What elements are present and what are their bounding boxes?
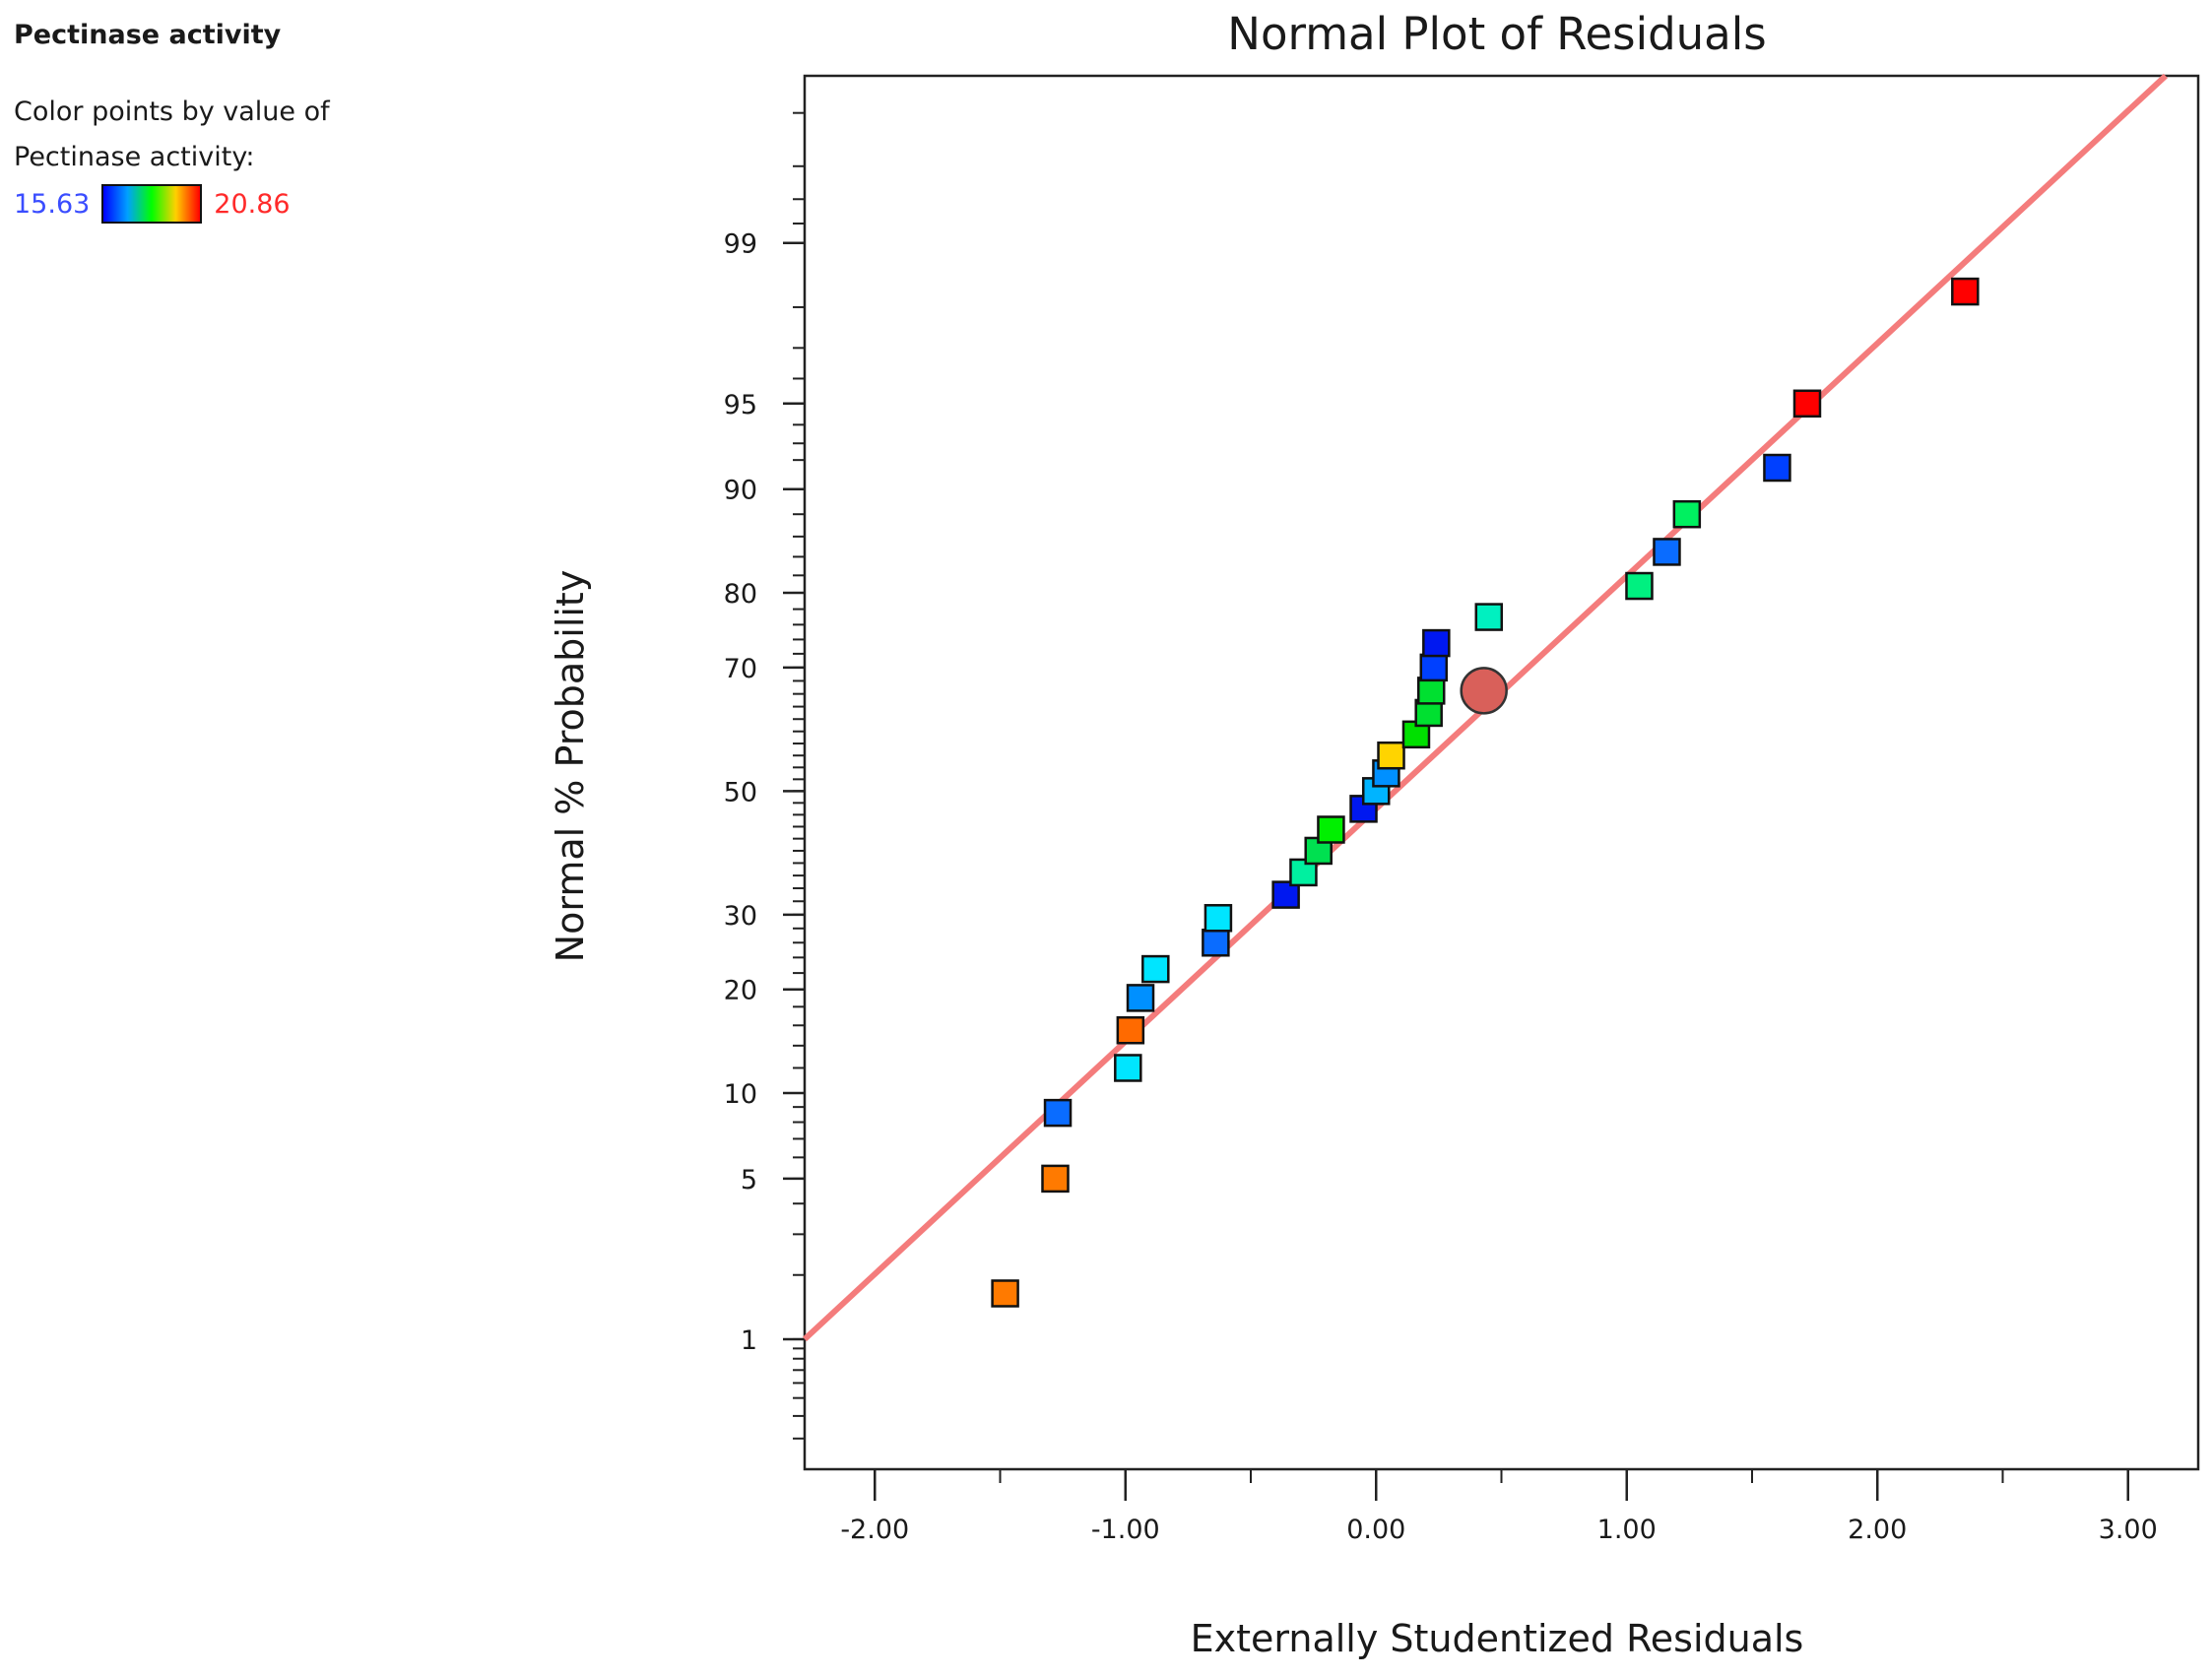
highlighted-point bbox=[1460, 667, 1508, 715]
data-point-square bbox=[1204, 904, 1233, 933]
y-axis: 1 5 10 20 30 50 70 80 90 95 99 bbox=[724, 111, 805, 1440]
x-axis: -2.00 -1.00 0.00 1.00 2.00 3.00 bbox=[840, 1469, 2158, 1545]
x-tick-label: 3.00 bbox=[2099, 1515, 2158, 1545]
data-points bbox=[991, 277, 1980, 1308]
data-point-square bbox=[1114, 1054, 1142, 1082]
data-point-square bbox=[1419, 653, 1449, 682]
x-tick-label: 0.00 bbox=[1346, 1515, 1405, 1545]
x-tick-label: 2.00 bbox=[1848, 1515, 1907, 1545]
legend-title: Pectinase activity bbox=[14, 20, 282, 50]
y-tick-label: 5 bbox=[741, 1165, 757, 1195]
data-point-square bbox=[1116, 1016, 1145, 1045]
y-tick-label: 10 bbox=[724, 1079, 757, 1110]
data-point-square bbox=[1317, 815, 1345, 844]
color-scale-min-label: 15.63 bbox=[14, 188, 91, 220]
data-point-square bbox=[1422, 628, 1451, 658]
data-point-square bbox=[1792, 389, 1822, 419]
color-scale-max-label: 20.86 bbox=[214, 188, 291, 220]
data-point-square bbox=[1202, 929, 1230, 957]
legend-description-line-1: Color points by value of bbox=[14, 97, 330, 127]
data-point-square bbox=[1141, 954, 1170, 984]
color-scale: 15.63 20.86 bbox=[14, 184, 330, 224]
data-point-square bbox=[1653, 538, 1681, 566]
data-point-square bbox=[1672, 499, 1702, 529]
data-point-square bbox=[1377, 741, 1405, 770]
y-tick-label: 99 bbox=[724, 229, 757, 260]
x-tick-label: 1.00 bbox=[1597, 1515, 1657, 1545]
data-point-square bbox=[1416, 677, 1446, 705]
x-tick-label: -1.00 bbox=[1091, 1515, 1160, 1545]
y-axis-label: Normal % Probability bbox=[549, 570, 592, 963]
x-tick-label: -2.00 bbox=[840, 1515, 909, 1545]
y-tick-label: 95 bbox=[724, 390, 757, 420]
data-point-square bbox=[1951, 277, 1980, 306]
data-point-square bbox=[1043, 1098, 1073, 1128]
data-point-square bbox=[1126, 984, 1155, 1012]
y-tick-label: 90 bbox=[724, 476, 757, 506]
legend-description-line-2: Pectinase activity: bbox=[14, 142, 255, 172]
color-legend: Pectinase activity Color points by value… bbox=[14, 20, 330, 224]
color-scale-gradient-bar bbox=[101, 184, 203, 224]
y-tick-label: 20 bbox=[724, 976, 757, 1006]
y-tick-label: 80 bbox=[724, 579, 757, 610]
y-tick-label: 1 bbox=[741, 1325, 757, 1356]
chart-title: Normal Plot of Residuals bbox=[1227, 8, 1766, 60]
data-point-square bbox=[1041, 1164, 1070, 1194]
data-point-square bbox=[991, 1279, 1019, 1308]
data-point-square bbox=[1474, 603, 1504, 631]
data-point-square bbox=[1625, 571, 1654, 601]
data-point-square bbox=[1763, 453, 1791, 483]
y-tick-label: 30 bbox=[724, 901, 757, 932]
y-tick-label: 50 bbox=[724, 777, 757, 807]
y-tick-label: 70 bbox=[724, 654, 757, 684]
x-axis-label: Externally Studentized Residuals bbox=[1191, 1617, 1804, 1660]
plot-frame bbox=[803, 74, 2200, 1471]
